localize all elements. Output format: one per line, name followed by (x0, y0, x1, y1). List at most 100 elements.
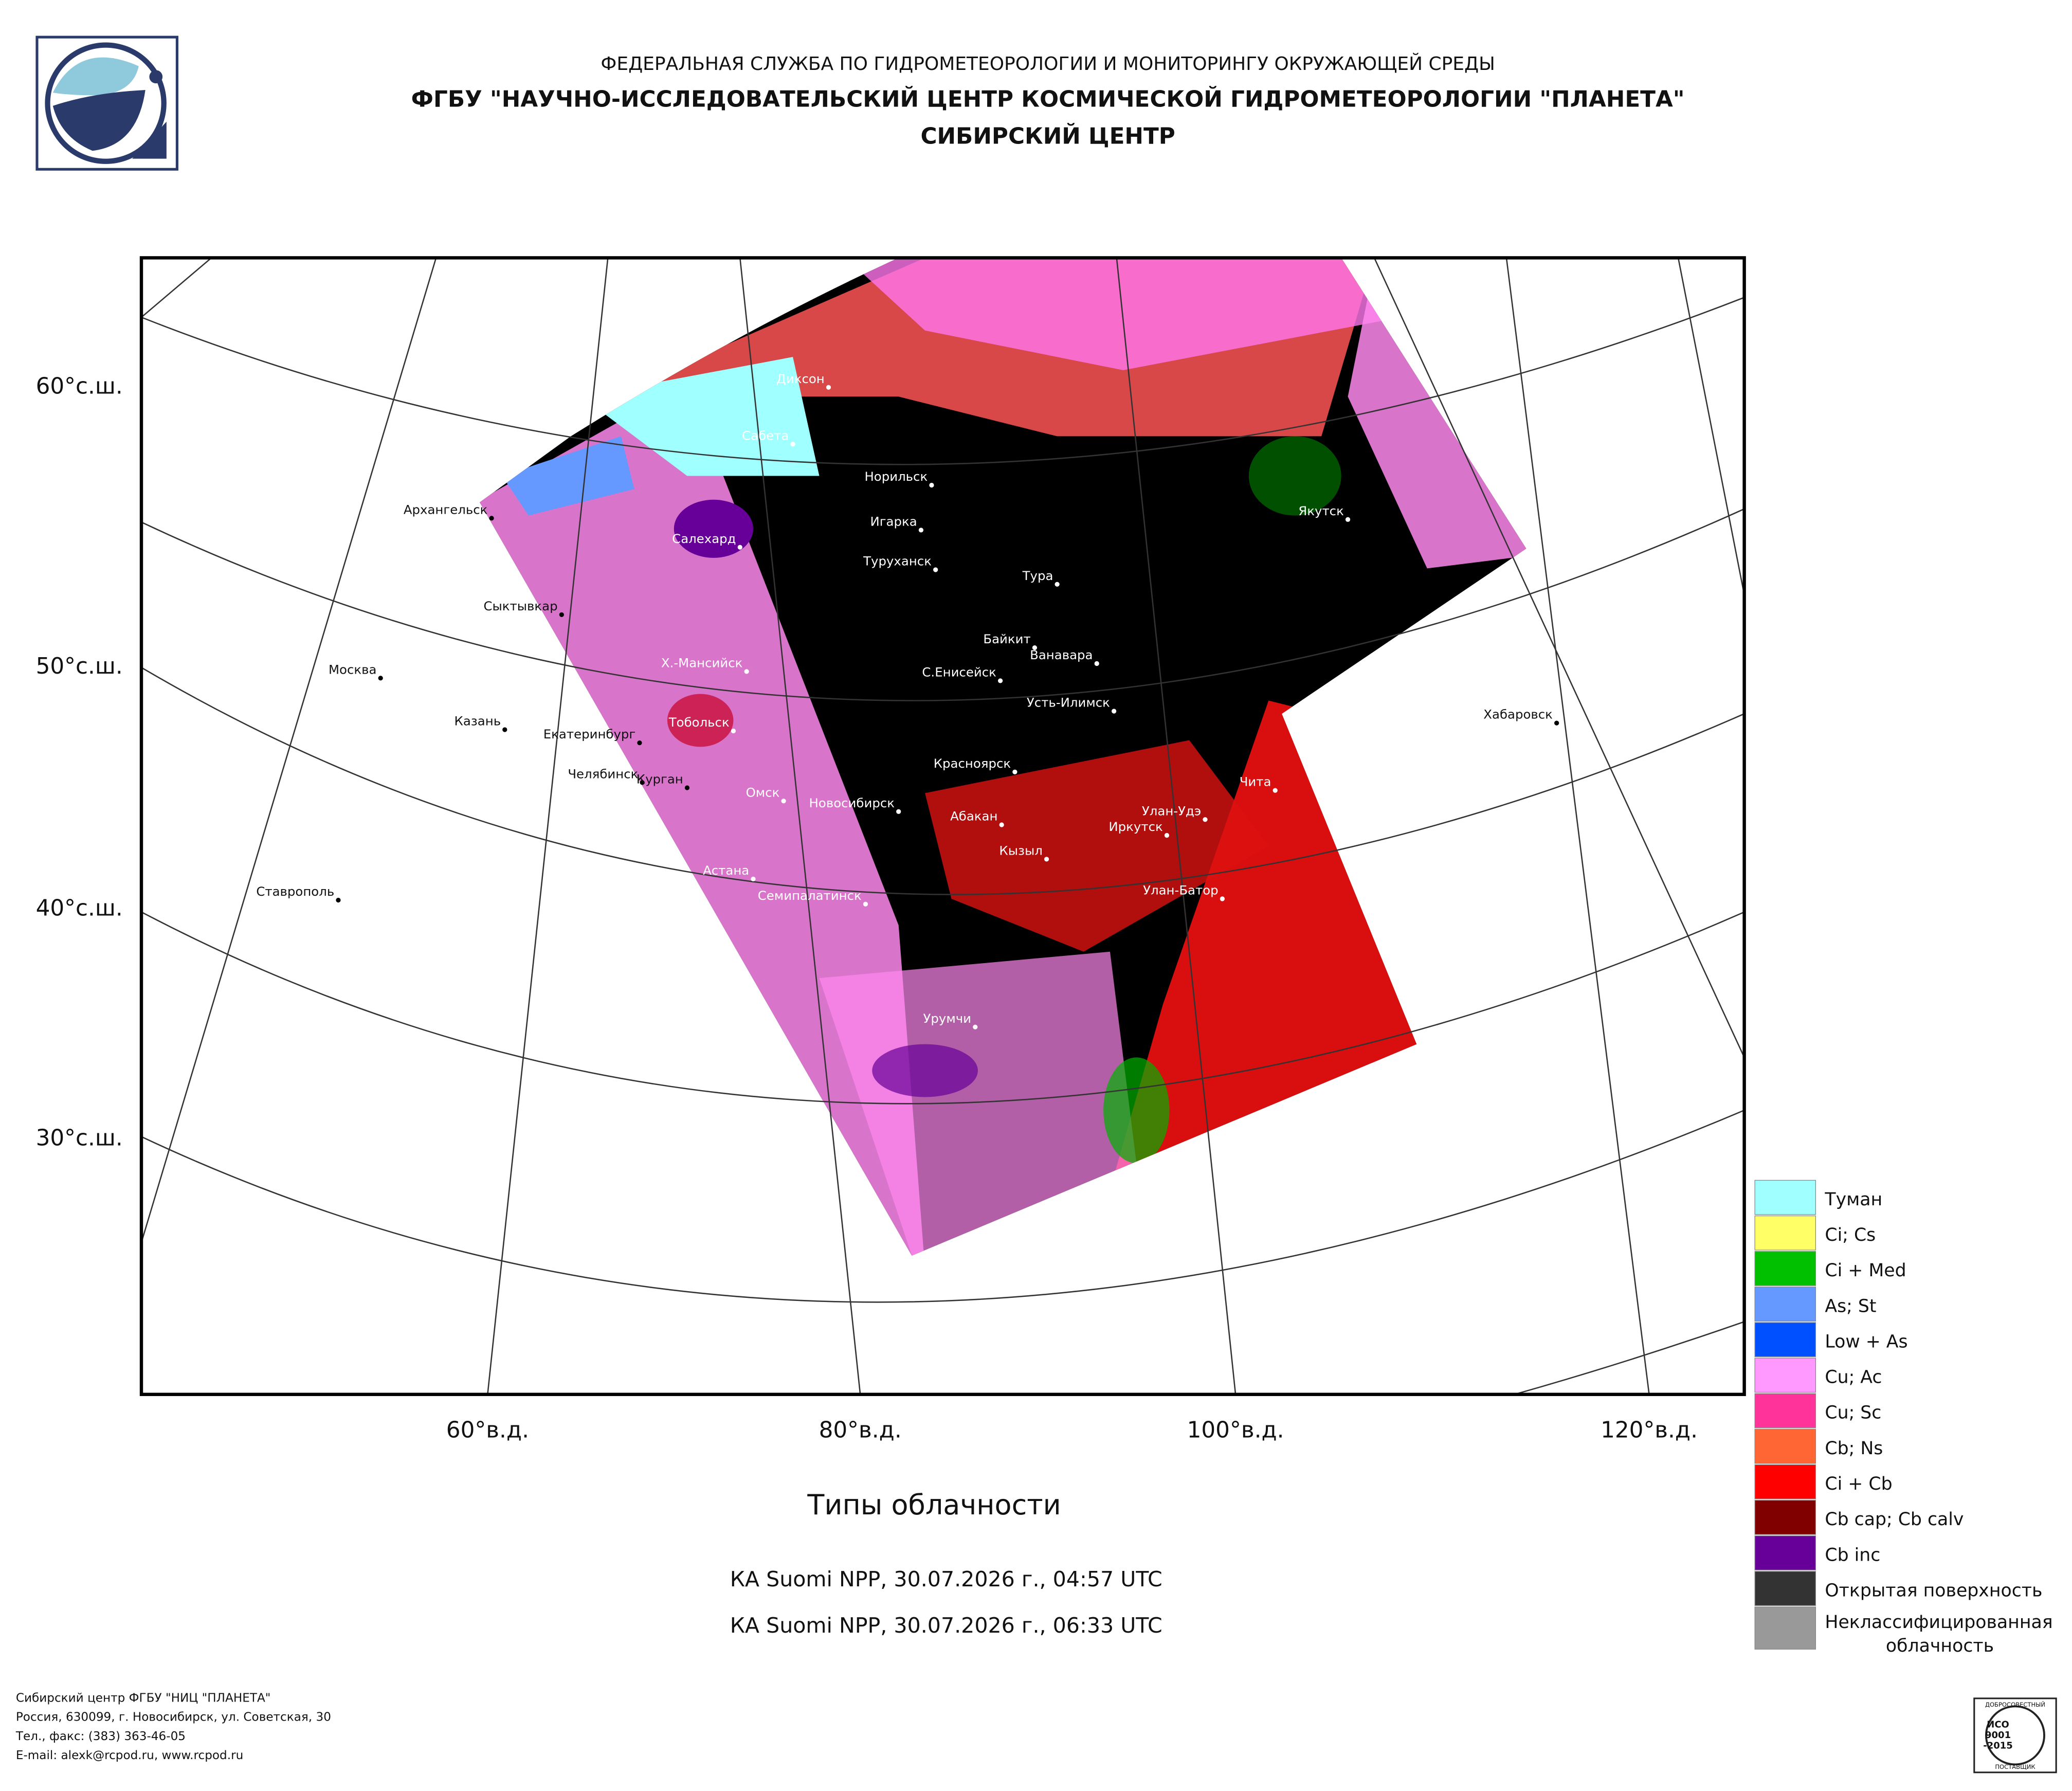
city-label: Абакан (950, 809, 997, 824)
legend-swatch (1754, 1393, 1816, 1428)
city-dot (489, 516, 494, 521)
legend-label: Cb inc (1825, 1545, 1880, 1565)
legend-swatch (1754, 1535, 1816, 1570)
longitude-label: 60°в.д. (446, 1417, 529, 1443)
city-label: Сабета (742, 428, 789, 443)
legend: Туман Ci; Cs Ci + Med As; St Low + As Cu; Ac C… (1754, 1180, 2053, 1656)
city-dot (933, 567, 938, 572)
city-label: Астана (703, 863, 749, 878)
city-label: Усть-Илимск (1027, 695, 1110, 710)
city-label: Якутск (1298, 503, 1344, 518)
city-dot (1032, 645, 1038, 650)
legend-swatch (1754, 1322, 1816, 1358)
city-label: Чита (1240, 774, 1271, 789)
city-label: Байкит (983, 631, 1030, 646)
city-label: Архангельск (404, 502, 488, 517)
legend-swatch (1754, 1499, 1816, 1535)
longitude-label: 120°в.д. (1601, 1417, 1698, 1443)
city-dot (1094, 661, 1099, 666)
city-label: Екатеринбург (543, 727, 635, 741)
city-dot (999, 822, 1004, 827)
city-label: Улан-Удэ (1142, 803, 1201, 818)
city-label: Ставрополь (256, 884, 334, 899)
legend-swatch (1754, 1251, 1816, 1286)
legend-label: Открытая поверхность (1825, 1580, 2042, 1601)
city-dot (1203, 817, 1208, 822)
city-dot (559, 612, 564, 617)
city-label: Тура (1022, 568, 1053, 583)
city-label: Омск (746, 785, 780, 800)
city-label: Туруханск (863, 554, 932, 569)
footer-line: Сибирский центр ФГБУ "НИЦ "ПЛАНЕТА" (16, 1691, 271, 1705)
legend-label: Low + As (1825, 1331, 1907, 1352)
footer-line: Россия, 630099, г. Новосибирск, ул. Сове… (16, 1711, 331, 1724)
city-dot (502, 727, 507, 732)
legend-label: Ci; Cs (1825, 1225, 1876, 1245)
city-dot (737, 545, 742, 550)
city-dot (684, 785, 690, 790)
city-dot (731, 728, 736, 734)
legend-label: Cu; Sc (1825, 1403, 1881, 1423)
legend-swatch (1754, 1606, 1816, 1650)
legend-label: Cb; Ns (1825, 1438, 1883, 1459)
city-label: Семипалатинск (758, 888, 862, 903)
city-label: Хабаровск (1483, 707, 1553, 722)
legend-swatch (1754, 1571, 1816, 1606)
latitude-label: 50°с.ш. (36, 653, 123, 679)
latitude-label: 60°с.ш. (36, 373, 123, 399)
city-dot (896, 809, 901, 814)
city-dot (863, 901, 868, 907)
city-dot (1012, 769, 1017, 774)
cert-line: ИСО (1987, 1719, 2009, 1730)
cert-line: -2015 (1983, 1740, 2013, 1751)
latitude-label: 30°с.ш. (36, 1125, 123, 1151)
cert-line: 9001 (1985, 1730, 2011, 1741)
legend-label: As; St (1825, 1296, 1876, 1316)
city-label: Кызыл (999, 843, 1042, 858)
city-dot (1220, 896, 1225, 901)
legend-label: Неклассифицированная облачность (1825, 1612, 2052, 1656)
city-dot (826, 385, 831, 390)
city-label: Новосибирск (809, 795, 895, 810)
city-dot (640, 780, 645, 785)
cert-bottom: ПОСТАВЩИК (1995, 1763, 2035, 1770)
legend-swatch (1754, 1464, 1816, 1499)
city-dot (751, 876, 756, 881)
city-label: Сыктывкар (483, 599, 557, 613)
legend-label: Cb cap; Cb calv (1825, 1509, 1964, 1530)
city-label: Тобольск (668, 715, 730, 730)
legend-swatch (1754, 1215, 1816, 1251)
graticule (141, 258, 1744, 1395)
city-dot (1164, 833, 1170, 838)
legend-label: Cu; Ac (1825, 1367, 1882, 1388)
city-label: Улан-Батор (1143, 883, 1219, 898)
map-frame (139, 256, 1746, 1396)
city-dot (790, 442, 795, 447)
footer-line: E-mail: alexk@rcpod.ru, www.rcpod.ru (16, 1749, 243, 1762)
legend-label: Ci + Cb (1825, 1474, 1892, 1494)
legend-label: Туман (1824, 1189, 1882, 1210)
latitude-label: 40°с.ш. (36, 895, 123, 921)
footer-line: Тел., факс: (383) 363-46-05 (15, 1730, 186, 1743)
city-label: Иркутск (1108, 819, 1162, 834)
legend-swatch (1754, 1428, 1816, 1464)
city-label: Урумчи (923, 1011, 972, 1026)
city-label: Красноярск (934, 756, 1011, 771)
pass-info: КА Suomi NPP, 30.07.2026 г., 06:33 UTC (730, 1613, 1162, 1638)
city-label: Диксон (776, 371, 825, 386)
legend-swatch (1754, 1287, 1816, 1322)
longitude-label: 80°в.д. (819, 1417, 902, 1443)
longitude-label: 100°в.д. (1187, 1417, 1284, 1443)
city-dot (1554, 720, 1559, 726)
city-label: Норильск (864, 469, 928, 484)
pass-info: КА Suomi NPP, 30.07.2026 г., 04:57 UTC (730, 1567, 1162, 1591)
map-title: Типы облачности (807, 1489, 1061, 1521)
city-dot (1055, 582, 1060, 587)
city-dot (744, 669, 749, 674)
city-label: Салехард (672, 531, 736, 546)
city-label: Курган (637, 772, 683, 787)
city-label: С.Енисейск (922, 664, 996, 679)
city-dot (1044, 857, 1049, 862)
city-dot (336, 897, 341, 903)
